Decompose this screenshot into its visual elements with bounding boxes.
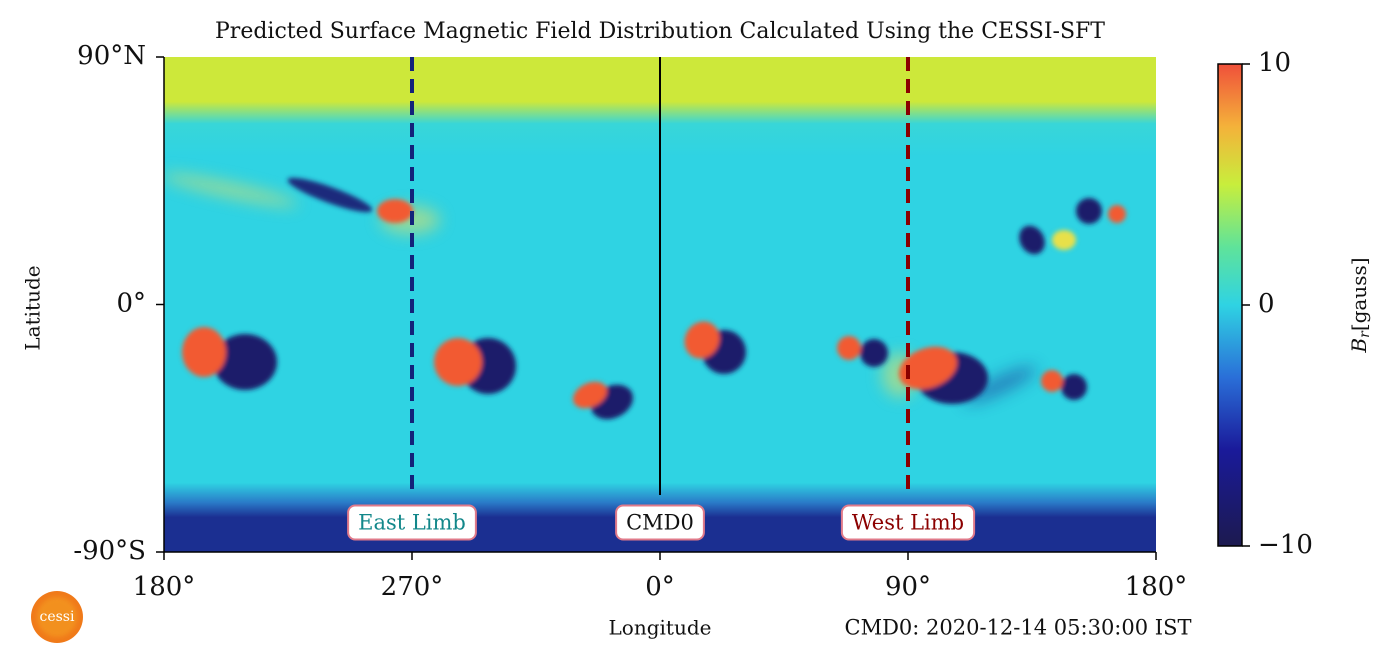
colorbar-unit: [gauss] <box>1347 257 1371 331</box>
chart-title: Predicted Surface Magnetic Field Distrib… <box>215 19 1105 44</box>
x-tick-label: 270° <box>381 572 444 602</box>
y-tick-label: 0° <box>116 289 146 319</box>
x-tick-label: 0° <box>645 572 675 602</box>
y-tick-label: -90°S <box>73 536 146 566</box>
line-label: CMD0 <box>626 511 694 535</box>
label-box <box>840 504 976 541</box>
colorbar-subscript: r <box>1357 330 1373 338</box>
y-tick-label: 90°N <box>77 41 146 71</box>
colorbar-tick-label: 10 <box>1258 48 1291 78</box>
logo: cessi <box>40 609 75 625</box>
line-label: East Limb <box>358 511 466 535</box>
colorbar <box>1217 63 1243 547</box>
x-tick-label: 180° <box>1125 572 1188 602</box>
y-axis-label: Latitude <box>21 265 45 350</box>
colorbar-tick-label: 0 <box>1258 289 1275 319</box>
colorbar-symbol: B <box>1347 338 1371 354</box>
label-box <box>347 504 477 541</box>
label-box <box>615 504 705 541</box>
logo-glow <box>37 597 77 637</box>
colorbar-tick-label: −10 <box>1258 530 1313 560</box>
x-axis-label: Longitude <box>609 616 712 640</box>
x-tick-label: 90° <box>885 572 931 602</box>
x-tick-label: 180° <box>133 572 196 602</box>
footer: CMD0: 2020-12-14 05:30:00 IST <box>845 616 1192 640</box>
colorbar-label: Br[gauss] <box>1347 257 1374 353</box>
line-label: West Limb <box>852 511 964 535</box>
